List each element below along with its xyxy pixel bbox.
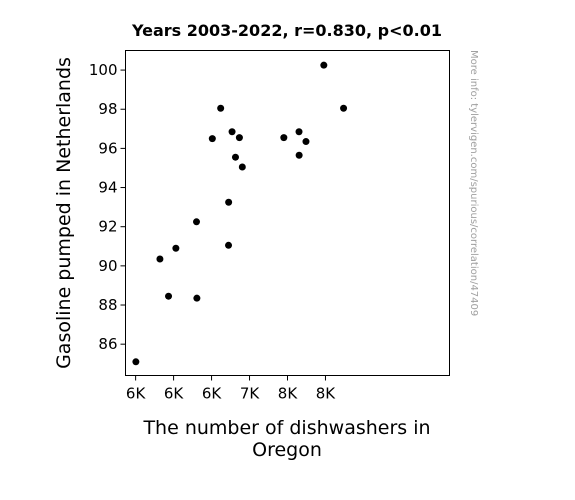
x-axis-label-line-1: The number of dishwashers in [142,417,430,439]
data-point [225,241,233,249]
data-point [280,134,288,142]
data-point [295,151,303,159]
data-point [217,104,225,112]
data-point [165,292,173,300]
data-point [193,218,201,226]
data-point [156,255,164,263]
x-tick-label: 6K [126,385,147,403]
data-point [340,104,348,112]
data-point [231,153,239,161]
data-point [132,358,140,366]
source-credit: More info: tylervigen.com/spurious/corre… [468,50,479,316]
data-point [295,128,303,136]
x-tick-label: 8K [316,385,337,403]
y-axis: 86 88 90 92 94 96 98 100 [89,61,126,353]
y-tick-label: 88 [98,296,117,314]
y-tick-label: 86 [98,335,117,353]
data-point [193,294,201,302]
y-axis-label: Gasoline pumped in Netherlands [53,57,75,369]
x-tick-label: 6K [202,385,223,403]
data-point [228,128,236,136]
chart-title: Years 2003-2022, r=0.830, p<0.01 [131,21,442,40]
data-point [225,198,233,206]
x-tick-label: 7K [240,385,261,403]
y-tick-label: 96 [98,139,117,157]
y-tick-label: 92 [98,218,117,236]
y-tick-label: 98 [98,100,117,118]
data-points [132,61,348,366]
x-axis: 6K 6K 6K 7K 8K 8K [126,375,337,403]
y-tick-label: 100 [89,61,118,79]
x-tick-label: 6K [164,385,185,403]
data-point [238,163,246,171]
data-point [320,61,328,69]
plot-area [125,50,450,376]
data-point [235,134,243,142]
x-tick-label: 8K [278,385,299,403]
data-point [302,138,310,146]
y-tick-label: 90 [98,257,117,275]
y-tick-label: 94 [98,179,117,197]
data-point [172,244,180,252]
x-axis-label-line-2: Oregon [252,439,322,461]
data-point [208,135,216,143]
